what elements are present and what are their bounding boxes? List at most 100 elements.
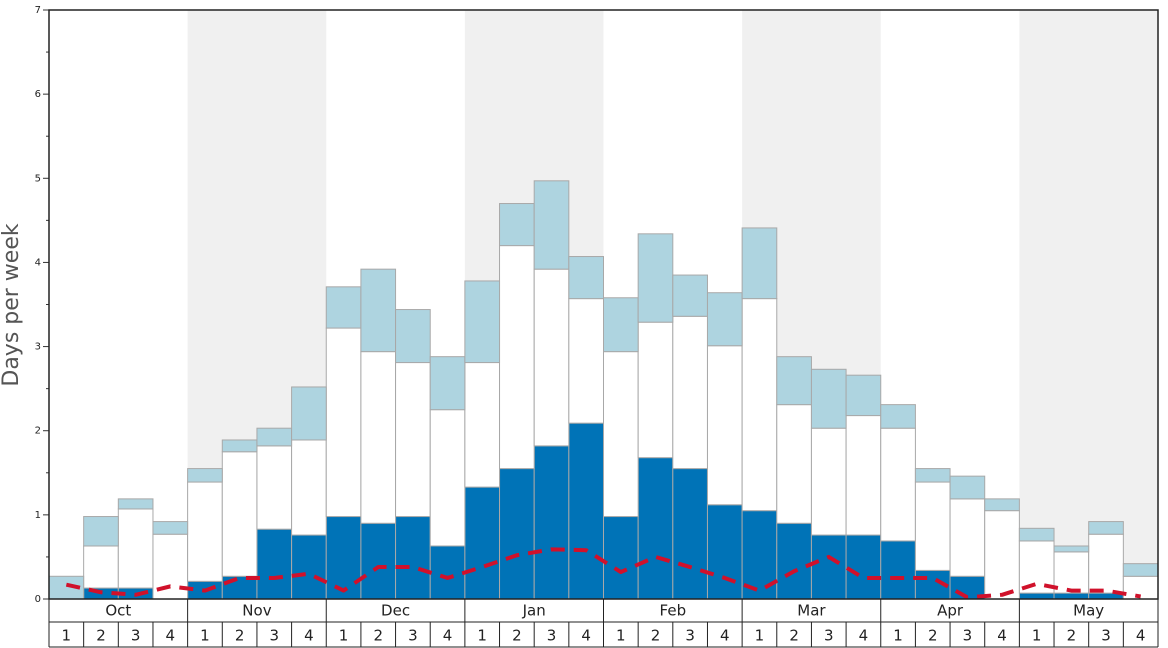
bar-segment [880, 427, 916, 542]
bar-segment [187, 481, 223, 582]
bar-segment [325, 327, 362, 518]
x-tick-label: 1 [755, 627, 765, 645]
bar-segment [880, 404, 916, 429]
bar-segment [1053, 545, 1090, 553]
x-tick-label: 1 [200, 627, 210, 645]
x-tick-label: 2 [96, 627, 106, 645]
bar-segment [429, 409, 466, 547]
bar-segment [291, 386, 327, 441]
x-tick-label: 3 [685, 627, 695, 645]
y-tick-label: 7 [35, 5, 41, 16]
bar-segment [221, 439, 258, 453]
bar-segment [464, 486, 501, 600]
x-tick-label: 3 [963, 627, 973, 645]
bar-segment [499, 203, 535, 247]
month-label: Dec [381, 602, 410, 620]
x-tick-label: 1 [893, 627, 903, 645]
bar-segment [776, 522, 812, 600]
bar-segment [360, 268, 397, 353]
bar-segment [83, 516, 119, 547]
x-tick-label: 4 [720, 627, 730, 645]
bar-segment [1053, 551, 1090, 594]
bar-segment [533, 268, 570, 447]
month-label: Mar [797, 602, 826, 620]
bar-segment [603, 516, 639, 600]
bar-segment [256, 528, 293, 600]
y-tick-label: 3 [35, 342, 41, 353]
bar-segment [672, 315, 708, 470]
x-tick-label: 1 [62, 627, 72, 645]
bar-segment [810, 534, 847, 600]
bar-segment [984, 510, 1020, 600]
bar-segment [152, 521, 189, 535]
bar-segment [845, 534, 882, 600]
bar-segment [1088, 533, 1124, 594]
y-tick-label: 4 [35, 257, 41, 268]
month-label: Nov [242, 602, 271, 620]
bar-segment [256, 445, 293, 530]
y-tick-label: 6 [35, 89, 41, 100]
month-label: May [1073, 602, 1104, 620]
bar-segment [949, 498, 986, 577]
x-tick-label: 4 [581, 627, 591, 645]
x-tick-label: 2 [928, 627, 938, 645]
x-tick-label: 3 [1101, 627, 1111, 645]
x-tick-label: 4 [1136, 627, 1146, 645]
x-tick-label: 2 [1067, 627, 1077, 645]
y-tick-label: 5 [35, 173, 41, 184]
bar-segment [256, 427, 293, 447]
bar-segment [914, 481, 951, 571]
bar-segment [533, 180, 570, 270]
bar-segment [325, 286, 362, 329]
bar-segment [1088, 521, 1124, 535]
x-tick-label: 2 [235, 627, 245, 645]
bar-segment [533, 445, 570, 600]
x-tick-label: 3 [269, 627, 279, 645]
bar-segment [464, 362, 501, 488]
bar-segment [568, 256, 604, 300]
month-label: Apr [937, 602, 964, 620]
bar-segment [949, 475, 986, 500]
x-tick-label: 3 [131, 627, 141, 645]
bar-segment [187, 468, 223, 483]
y-tick-label: 2 [35, 426, 41, 437]
bar-segment [325, 516, 362, 600]
bar-segment [395, 516, 431, 600]
bar-segment [914, 468, 951, 483]
bar-segment [1122, 563, 1159, 577]
x-tick-label: 2 [373, 627, 383, 645]
x-tick-label: 2 [651, 627, 661, 645]
x-tick-label: 2 [512, 627, 522, 645]
bar-segment [499, 245, 535, 470]
bar-segment [83, 545, 119, 589]
bar-segment [499, 468, 535, 600]
x-tick-label: 1 [339, 627, 349, 645]
bar-segment [221, 451, 258, 577]
x-tick-label: 3 [547, 627, 557, 645]
x-tick-label: 3 [824, 627, 834, 645]
x-tick-label: 4 [304, 627, 314, 645]
x-tick-label: 4 [166, 627, 176, 645]
bar-segment [395, 309, 431, 364]
bar-segment [672, 468, 708, 600]
bar-segment [776, 404, 812, 524]
bar-segment [810, 427, 847, 536]
bar-segment [1018, 592, 1055, 600]
bar-segment [395, 362, 431, 518]
x-tick-label: 3 [408, 627, 418, 645]
month-label: Feb [660, 602, 687, 620]
bar-segment [637, 457, 674, 600]
bar-segment [603, 297, 639, 353]
bar-segment [741, 227, 778, 300]
bar-segment [810, 368, 847, 429]
bar-segment [706, 345, 743, 506]
bar-segment [360, 351, 397, 524]
bar-segment [117, 508, 154, 589]
bar-segment [291, 439, 327, 536]
bar-segment [741, 298, 778, 512]
bar-segment [429, 545, 466, 600]
bar-segment [706, 504, 743, 600]
bar-segment [845, 415, 882, 536]
month-label: Oct [105, 602, 131, 620]
